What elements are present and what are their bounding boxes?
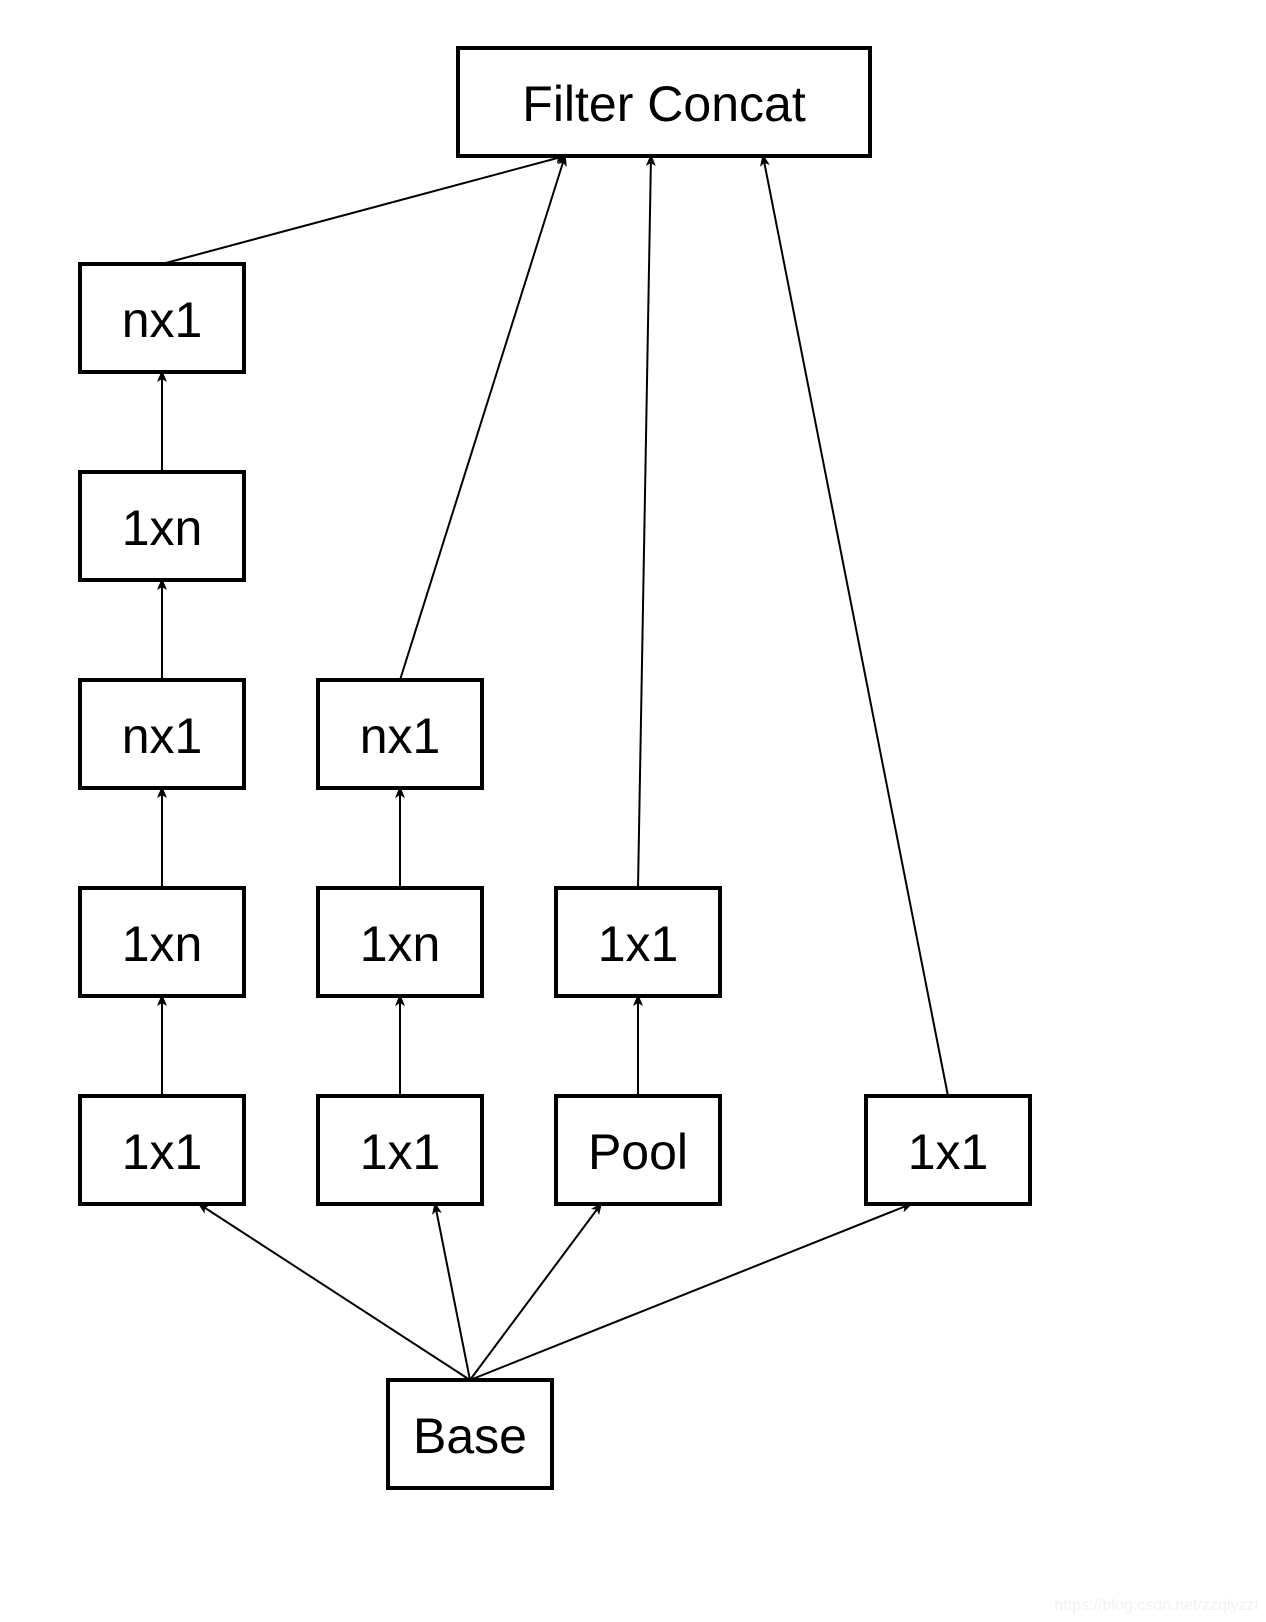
node-d_1x1: 1x1 bbox=[866, 1096, 1030, 1204]
node-a_nx1_2: nx1 bbox=[80, 680, 244, 788]
edge-b_nx1-to-concat bbox=[400, 156, 565, 680]
node-concat: Filter Concat bbox=[458, 48, 870, 156]
nodes-layer: Filter Concat nx1 1xn nx1 1xn 1x1 nx1 1xn 1x1 1x1… bbox=[80, 48, 1030, 1488]
node-b_nx1-label: nx1 bbox=[360, 708, 441, 764]
node-a_1xn_2: 1xn bbox=[80, 472, 244, 580]
watermark-text: https://blog.csdn.net/zzqlyzzl bbox=[1054, 1597, 1258, 1614]
node-d_1x1-label: 1x1 bbox=[908, 1124, 989, 1180]
node-b_1x1-label: 1x1 bbox=[360, 1124, 441, 1180]
node-c_pool-label: Pool bbox=[588, 1124, 688, 1180]
node-c_1x1-label: 1x1 bbox=[598, 916, 679, 972]
node-base-label: Base bbox=[413, 1408, 527, 1464]
node-a_nx1_top-label: nx1 bbox=[122, 292, 203, 348]
node-a_1xn_1-label: 1xn bbox=[122, 916, 203, 972]
node-a_1xn_2-label: 1xn bbox=[122, 500, 203, 556]
node-a_1xn_1: 1xn bbox=[80, 888, 244, 996]
edge-base-to-b_1x1 bbox=[435, 1204, 470, 1380]
node-a_1x1-label: 1x1 bbox=[122, 1124, 203, 1180]
node-concat-label: Filter Concat bbox=[522, 76, 806, 132]
node-a_nx1_top: nx1 bbox=[80, 264, 244, 372]
node-b_1xn-label: 1xn bbox=[360, 916, 441, 972]
edge-a_nx1_top-to-concat bbox=[162, 156, 565, 264]
edge-base-to-a_1x1 bbox=[199, 1204, 470, 1380]
node-b_nx1: nx1 bbox=[318, 680, 482, 788]
node-base: Base bbox=[388, 1380, 552, 1488]
edge-d_1x1-to-concat bbox=[763, 156, 948, 1096]
node-b_1xn: 1xn bbox=[318, 888, 482, 996]
node-b_1x1: 1x1 bbox=[318, 1096, 482, 1204]
node-a_nx1_2-label: nx1 bbox=[122, 708, 203, 764]
node-a_1x1: 1x1 bbox=[80, 1096, 244, 1204]
inception-module-diagram: Filter Concat nx1 1xn nx1 1xn 1x1 nx1 1xn 1x1 1x1… bbox=[0, 0, 1266, 1622]
edge-c_1x1-to-concat bbox=[638, 156, 651, 888]
node-c_pool: Pool bbox=[556, 1096, 720, 1204]
node-c_1x1: 1x1 bbox=[556, 888, 720, 996]
